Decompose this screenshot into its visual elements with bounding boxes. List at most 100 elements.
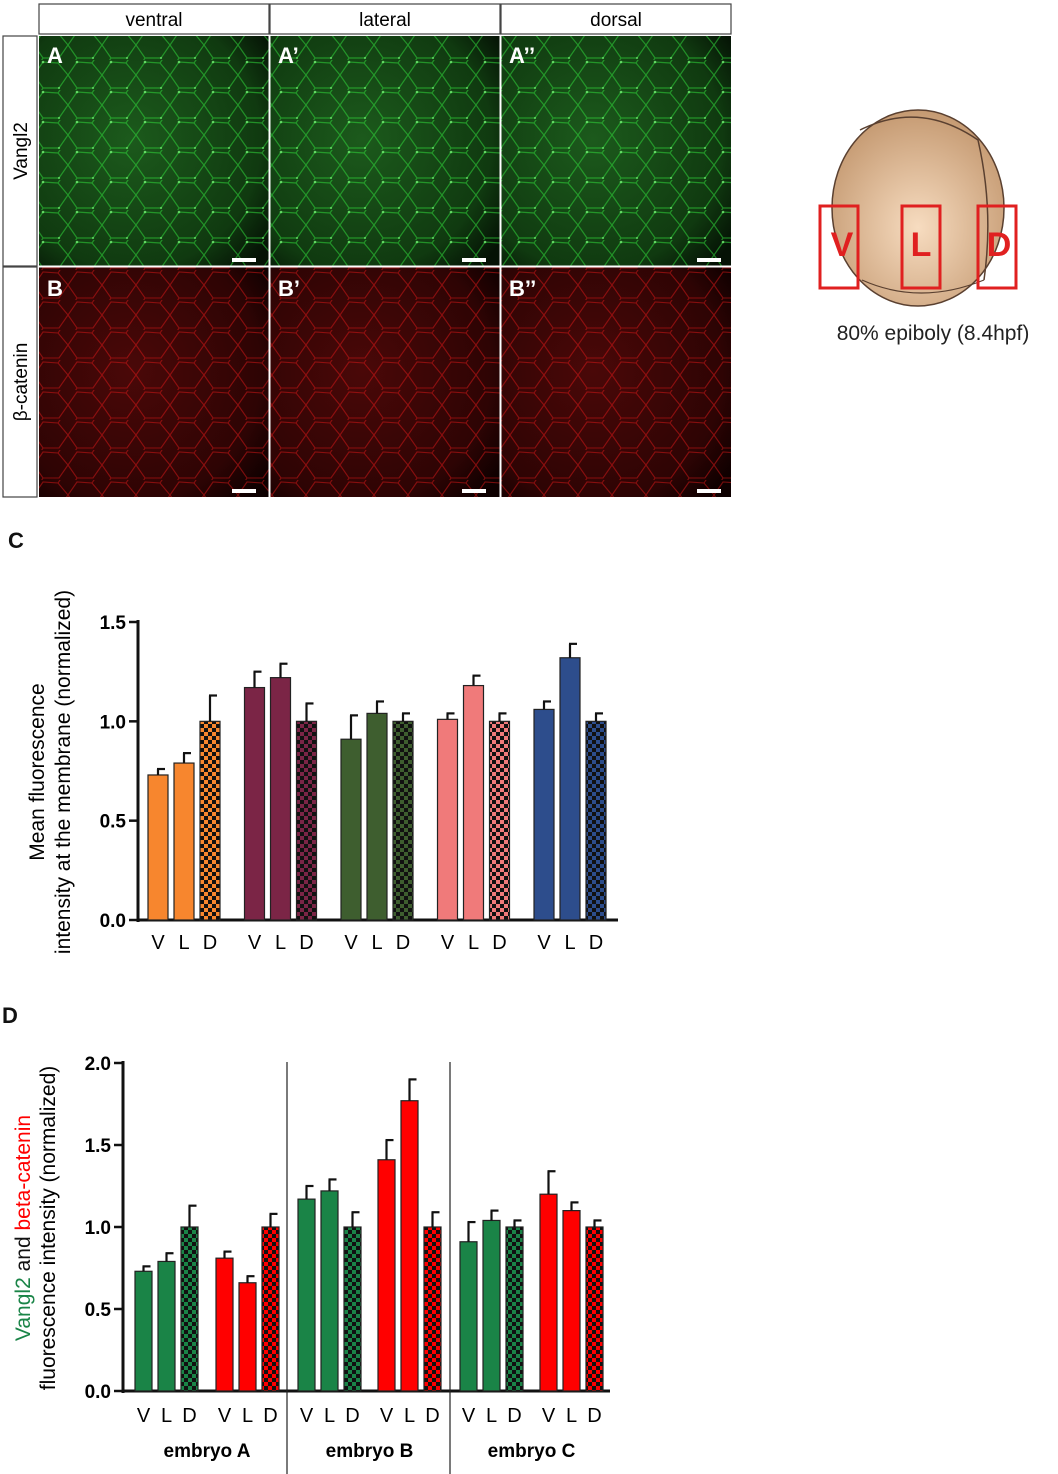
bar [505,1226,524,1392]
bar [533,708,555,921]
bar [400,1100,419,1392]
column-headers: ventral lateral dorsal [38,3,732,35]
x-tick-label: L [486,1405,497,1427]
x-tick-label: L [566,1405,577,1427]
error-bar [568,642,577,658]
y-tick-label: 0.5 [85,1300,112,1321]
embryo-label: embryo C [488,1441,576,1462]
x-tick-label: D [345,1405,359,1427]
box-lateral [900,204,942,290]
x-tick-label: D [587,1405,601,1427]
error-bar [408,1078,417,1101]
x-tick-label: V [218,1405,232,1427]
error-bar [328,1178,337,1191]
y-tick-label: 1.0 [100,712,126,733]
panel-letter-b-double-prime: B’’ [509,276,536,301]
y-axis-label: fluorescence intensity (normalized) [37,1066,60,1390]
error-bar [467,1220,476,1242]
bar [392,720,414,921]
error-bar [253,670,262,688]
bar [295,720,318,921]
y-tick-label: 1.5 [85,1136,112,1157]
x-tick-label: V [462,1405,476,1427]
error-bar [513,1219,522,1227]
box-label-v: V [831,226,854,264]
bar [269,677,292,921]
bar [559,657,581,921]
bar [297,1198,316,1392]
column-header-ventral: ventral [125,10,182,31]
x-tick-label: V [537,932,551,954]
x-tick-label: D [425,1405,439,1427]
y-tick-label: 1.0 [85,1218,111,1239]
panel-letter-b: B [47,276,63,301]
bar [366,712,388,921]
bar [147,774,169,921]
scale-bars [232,258,721,493]
x-tick-label: D [299,932,313,954]
bar [585,720,607,921]
bar [340,738,362,921]
x-tick-label: D [203,932,217,954]
error-bar [188,1204,197,1227]
bar [199,720,221,921]
y-tick-label: 1.5 [100,613,127,634]
row-header-beta-catenin: β-catenin [11,343,32,422]
y-tick-label: 2.0 [85,1054,111,1075]
panel-letter-a-double-prime: A’’ [509,43,535,68]
x-tick-label: D [396,932,410,954]
error-bar [498,712,507,722]
chart-d: 0.0 0.5 1.0 1.5 2.0 Vangl2 and beta-catenin fl… [12,1054,610,1474]
chart-c: 0.0 0.5 1.0 1.5 Mean fluorescence intensity a… [26,590,618,954]
schematic-caption: 80% epiboly (8.4hpf) [837,322,1030,345]
error-bar [208,694,217,722]
error-bar [156,767,165,775]
y-axis-label-part: Vangl2 [12,1277,35,1341]
bar [320,1190,339,1392]
bar [180,1226,199,1392]
bar [436,718,459,921]
y-tick-label: 0.0 [85,1382,111,1403]
x-tick-label: D [182,1405,196,1427]
x-tick-label: V [344,932,358,954]
panel-letter-b-prime: B’ [278,276,300,301]
error-bar [305,1184,314,1200]
panel-label-c: C [8,528,24,553]
x-tick-label: D [589,932,603,954]
error-bar [351,1211,360,1227]
x-tick-label: L [242,1405,253,1427]
bar [215,1257,234,1392]
x-tick-label: D [492,932,506,954]
error-bar [542,700,551,710]
bar [243,686,266,921]
bar [261,1226,280,1392]
x-tick-label: V [441,932,455,954]
embryo-label: embryo B [326,1441,414,1462]
bar [134,1270,153,1392]
y-tick-label: 0.5 [100,812,127,833]
box-label-d: D [987,226,1012,264]
row-header-vangl2: Vangl2 [11,122,32,180]
bar [562,1210,581,1392]
x-tick-label: V [151,932,165,954]
error-bar [142,1265,151,1272]
x-tick-label: V [300,1405,314,1427]
box-label-l: L [911,226,932,264]
error-bar [269,1212,278,1227]
error-bar [446,712,455,720]
error-bar [375,700,384,714]
y-axis-label-part: beta-catenin [12,1115,35,1231]
embryo-schematic: V L D 80% epiboly (8.4hpf) [818,109,1030,345]
bar [423,1226,442,1392]
x-tick-label: L [161,1405,172,1427]
x-tick-label: L [564,932,575,954]
y-axis-label: Mean fluorescence [26,683,49,860]
column-header-dorsal: dorsal [590,10,642,31]
error-bar [349,714,358,740]
x-tick-label: L [404,1405,415,1427]
x-tick-label: L [371,932,382,954]
panel-letter-a: A [47,43,63,68]
column-header-lateral: lateral [359,10,411,31]
bar [462,684,485,921]
error-bar [431,1211,440,1227]
